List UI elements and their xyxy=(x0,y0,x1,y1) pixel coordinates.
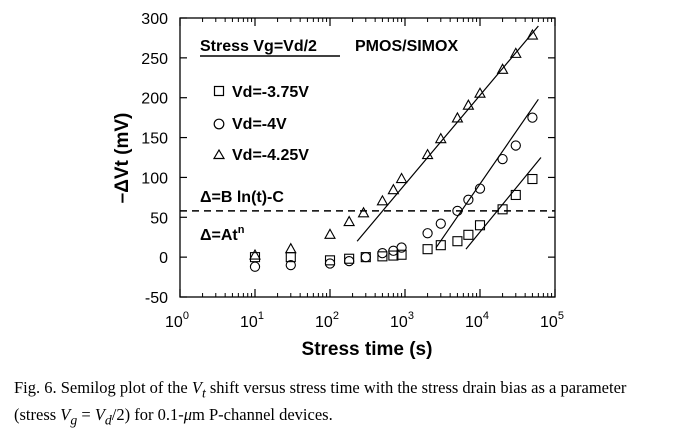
triangle-point xyxy=(284,242,297,254)
triangle-point xyxy=(421,148,434,160)
y-tick-label: 150 xyxy=(141,131,168,148)
circle-point xyxy=(360,251,371,263)
circle-point xyxy=(343,255,355,267)
square-point xyxy=(435,240,446,251)
triangle-point xyxy=(474,87,486,98)
x-tick-label: 105 xyxy=(540,310,564,331)
legend-triangle-marker xyxy=(212,148,226,160)
triangle-point xyxy=(509,47,522,58)
y-tick-label: 100 xyxy=(141,170,168,187)
legend-label-series-3: Vd=-4.25V xyxy=(232,147,309,164)
circle-point xyxy=(463,194,474,205)
triangle-point xyxy=(462,99,475,110)
y-tick-label: 50 xyxy=(150,210,168,227)
triangle-point xyxy=(376,194,389,206)
y-tick-label: -50 xyxy=(145,290,168,307)
circle-point xyxy=(510,140,521,151)
y-tick-label: 0 xyxy=(159,250,168,267)
power-formula-label: Δ=Atn xyxy=(200,224,245,244)
circle-point xyxy=(422,228,433,239)
circle-point xyxy=(324,258,336,269)
legend: Vd=-3.75V Vd=-4V Vd=-4.25V xyxy=(212,84,309,164)
triangle-point xyxy=(496,63,509,74)
circle-point xyxy=(249,261,261,272)
circle-point xyxy=(285,259,296,271)
square-point xyxy=(396,249,407,260)
circle-point xyxy=(452,205,463,217)
legend-circle-marker xyxy=(213,118,225,130)
square-point xyxy=(452,236,463,247)
triangle-point xyxy=(395,172,408,184)
x-axis: 100 101 102 103 104 105 xyxy=(165,18,564,331)
square-point xyxy=(324,255,336,266)
square-point xyxy=(474,220,486,231)
square-point xyxy=(510,189,521,201)
figure-caption: Fig. 6. Semilog plot of the Vt shift ver… xyxy=(14,378,627,428)
square-point xyxy=(344,253,355,264)
plot-frame xyxy=(179,17,556,298)
circle-point xyxy=(396,242,407,253)
triangle-point xyxy=(324,228,336,239)
circle-point xyxy=(435,218,446,229)
triangle-point xyxy=(249,248,261,260)
fit-line-1 xyxy=(465,157,542,250)
circle-point xyxy=(377,248,388,259)
x-tick-label: 102 xyxy=(315,310,339,331)
legend-label-series-2: Vd=-4V xyxy=(232,116,287,133)
y-tick-label: 200 xyxy=(141,91,168,108)
y-axis: 300 250 200 150 100 50 0 -50 xyxy=(141,11,555,307)
fit-line-2 xyxy=(435,98,539,248)
circle-point xyxy=(497,153,508,165)
square-point xyxy=(463,229,474,240)
triangle-point xyxy=(451,111,464,123)
x-axis-title: Stress time (s) xyxy=(302,339,433,360)
plot-border xyxy=(179,17,556,298)
triangle-point xyxy=(343,215,356,227)
device-label: PMOS/SIMOX xyxy=(355,38,458,55)
square-point xyxy=(527,173,538,185)
triangle-point xyxy=(434,132,447,144)
x-tick-label: 101 xyxy=(240,310,264,331)
square-point xyxy=(497,204,508,215)
triangle-point xyxy=(526,28,539,40)
fit-lines xyxy=(356,25,542,250)
fit-formula-label: Δ=B ln(t)-C xyxy=(200,189,284,206)
triangle-point xyxy=(357,206,370,218)
legend-label-series-1: Vd=-3.75V xyxy=(232,84,309,101)
legend-square-marker xyxy=(213,85,225,97)
y-tick-label: 250 xyxy=(141,51,168,68)
circle-point xyxy=(527,112,538,123)
circle-point xyxy=(474,183,486,194)
stress-condition-label: Stress Vg=Vd/2 xyxy=(200,38,317,55)
square-point xyxy=(249,252,261,263)
x-tick-label: 103 xyxy=(390,310,414,331)
y-axis-title: –ΔVt (mV) xyxy=(112,113,133,204)
data-points xyxy=(249,28,539,272)
x-tick-label: 104 xyxy=(465,310,489,331)
square-point xyxy=(388,250,399,261)
fit-line-3 xyxy=(356,25,539,242)
power-formula-exp: n xyxy=(238,224,245,236)
square-point xyxy=(377,251,388,262)
triangle-point xyxy=(387,183,400,195)
x-tick-label: 100 xyxy=(165,310,189,331)
square-point xyxy=(422,244,433,255)
y-tick-label: 300 xyxy=(141,11,168,28)
power-formula-base: Δ=At xyxy=(200,227,238,244)
